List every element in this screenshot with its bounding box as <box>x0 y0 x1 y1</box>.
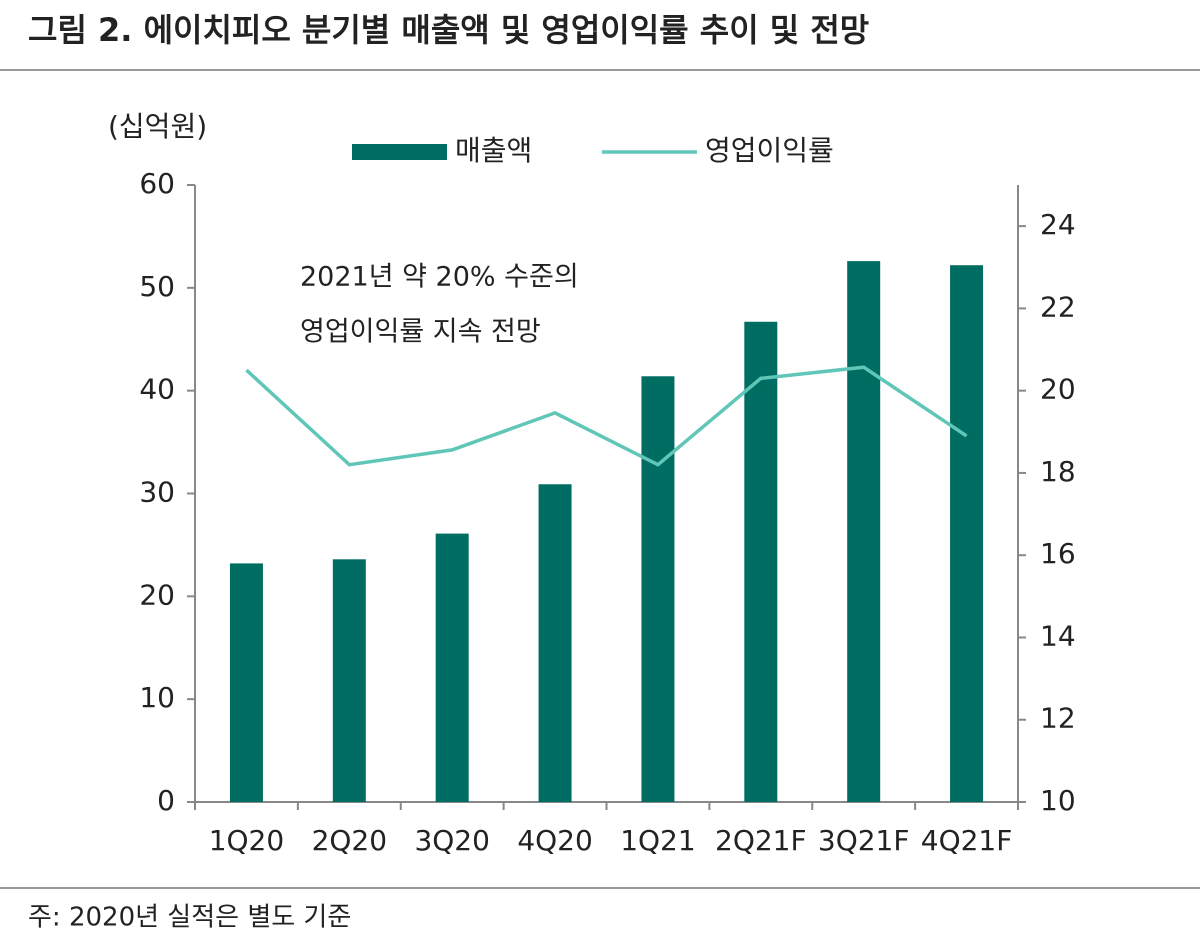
annotation: 영업이익률 지속 전망 <box>300 317 541 348</box>
y-tick-label: 60 <box>139 167 175 200</box>
y2-tick-label: 12 <box>1040 702 1076 735</box>
bar <box>744 321 778 802</box>
legend-label: 영업이익률 <box>705 134 834 167</box>
x-tick-label: 1Q21 <box>620 824 695 857</box>
legend-swatch <box>352 144 447 160</box>
y-tick-label: 20 <box>139 578 175 611</box>
bar <box>641 376 675 802</box>
bar <box>847 261 881 802</box>
y2-tick-label: 18 <box>1040 455 1076 488</box>
bar <box>538 484 572 802</box>
y-tick-label: 10 <box>139 681 175 714</box>
x-tick-label: 4Q20 <box>517 824 592 857</box>
bar <box>229 563 263 802</box>
note: 주: 2020년 실적은 별도 기준 <box>28 903 351 933</box>
bar <box>332 559 366 802</box>
x-tick-label: 3Q21F <box>818 824 910 857</box>
bar <box>950 265 984 803</box>
x-tick-label: 1Q20 <box>209 824 284 857</box>
annotation: 2021년 약 20% 수준의 <box>300 262 579 293</box>
y2-tick-label: 16 <box>1040 537 1076 570</box>
y-tick-label: 0 <box>157 784 175 817</box>
y2-tick-label: 14 <box>1040 619 1076 652</box>
y2-tick-label: 22 <box>1040 290 1076 323</box>
legend-label: 매출액 <box>455 134 532 167</box>
y-tick-label: 30 <box>139 476 175 509</box>
x-tick-label: 4Q21F <box>921 824 1013 857</box>
bar <box>435 533 469 802</box>
y-tick-label: 40 <box>139 373 175 406</box>
x-tick-label: 2Q20 <box>312 824 387 857</box>
chart-title: 그림 2. 에이치피오 분기별 매출액 및 영업이익률 추이 및 전망 <box>28 11 869 49</box>
x-tick-label: 3Q20 <box>414 824 489 857</box>
unit-label: (십억원) <box>108 110 207 143</box>
y-tick-label: 50 <box>139 270 175 303</box>
y2-tick-label: 10 <box>1040 784 1076 817</box>
y2-tick-label: 24 <box>1040 208 1076 241</box>
line <box>245 365 968 467</box>
x-tick-label: 2Q21F <box>715 824 807 857</box>
y2-tick-label: 20 <box>1040 373 1076 406</box>
